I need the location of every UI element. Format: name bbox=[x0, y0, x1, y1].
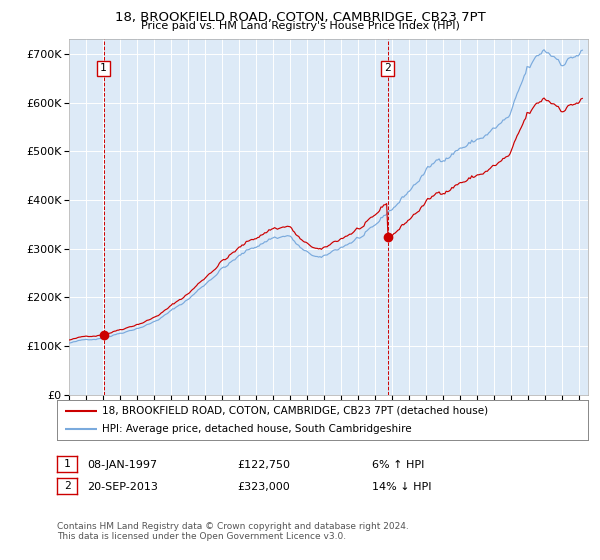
Text: 1: 1 bbox=[64, 459, 71, 469]
HPI: Average price, detached house, South Cambridgeshire: (2.01e+03, 3.26e+05): Average price, detached house, South Cam… bbox=[283, 233, 290, 240]
18, BROOKFIELD ROAD, COTON, CAMBRIDGE, CB23 7PT (detached house) bbox=[65, 337, 73, 343]
HPI: Average price, detached house, South Cambridgeshire: (2.02e+03, 5.05e+05): Average price, detached house, South Cam… bbox=[455, 146, 463, 152]
HPI: Average price, detached house, South Cambridgeshire: (2e+03, 1.25e+05): Average price, detached house, South Cam… bbox=[115, 330, 122, 337]
Line: 18, BROOKFIELD ROAD, COTON, CAMBRIDGE, CB23 7PT (detached house): 18, BROOKFIELD ROAD, COTON, CAMBRIDGE, C… bbox=[69, 98, 583, 340]
18, BROOKFIELD ROAD, COTON, CAMBRIDGE, CB23 7PT (detached house) bbox=[115, 327, 122, 334]
Text: 08-JAN-1997: 08-JAN-1997 bbox=[87, 460, 157, 470]
Text: 1: 1 bbox=[100, 63, 107, 73]
Text: Price paid vs. HM Land Registry's House Price Index (HPI): Price paid vs. HM Land Registry's House … bbox=[140, 21, 460, 31]
18, BROOKFIELD ROAD, COTON, CAMBRIDGE, CB23 7PT (detached house) bbox=[455, 180, 463, 186]
18, BROOKFIELD ROAD, COTON, CAMBRIDGE, CB23 7PT (detached house) bbox=[579, 95, 586, 102]
Text: 2: 2 bbox=[64, 481, 71, 491]
18, BROOKFIELD ROAD, COTON, CAMBRIDGE, CB23 7PT (detached house) bbox=[541, 95, 548, 101]
HPI: Average price, detached house, South Cambridgeshire: (2e+03, 1.13e+05): Average price, detached house, South Cam… bbox=[92, 336, 100, 343]
HPI: Average price, detached house, South Cambridgeshire: (2.03e+03, 7.07e+05): Average price, detached house, South Cam… bbox=[579, 47, 586, 54]
Text: £122,750: £122,750 bbox=[237, 460, 290, 470]
Line: HPI: Average price, detached house, South Cambridgeshire: HPI: Average price, detached house, Sout… bbox=[69, 50, 583, 343]
18, BROOKFIELD ROAD, COTON, CAMBRIDGE, CB23 7PT (detached house) bbox=[180, 294, 187, 301]
Text: 6% ↑ HPI: 6% ↑ HPI bbox=[372, 460, 424, 470]
18, BROOKFIELD ROAD, COTON, CAMBRIDGE, CB23 7PT (detached house) bbox=[283, 223, 290, 230]
18, BROOKFIELD ROAD, COTON, CAMBRIDGE, CB23 7PT (detached house) bbox=[190, 285, 197, 292]
HPI: Average price, detached house, South Cambridgeshire: (2e+03, 2.06e+05): Average price, detached house, South Cam… bbox=[190, 291, 197, 298]
Text: 18, BROOKFIELD ROAD, COTON, CAMBRIDGE, CB23 7PT: 18, BROOKFIELD ROAD, COTON, CAMBRIDGE, C… bbox=[115, 11, 485, 24]
Text: 20-SEP-2013: 20-SEP-2013 bbox=[87, 482, 158, 492]
Text: 14% ↓ HPI: 14% ↓ HPI bbox=[372, 482, 431, 492]
Text: HPI: Average price, detached house, South Cambridgeshire: HPI: Average price, detached house, Sout… bbox=[102, 424, 412, 434]
HPI: Average price, detached house, South Cambridgeshire: (2.02e+03, 7.08e+05): Average price, detached house, South Cam… bbox=[541, 46, 548, 53]
HPI: Average price, detached house, South Cambridgeshire: (2e+03, 1.89e+05): Average price, detached house, South Cam… bbox=[180, 300, 187, 306]
Text: £323,000: £323,000 bbox=[237, 482, 290, 492]
HPI: Average price, detached house, South Cambridgeshire: (2e+03, 1.06e+05): Average price, detached house, South Cam… bbox=[65, 340, 73, 347]
Text: Contains HM Land Registry data © Crown copyright and database right 2024.
This d: Contains HM Land Registry data © Crown c… bbox=[57, 522, 409, 542]
18, BROOKFIELD ROAD, COTON, CAMBRIDGE, CB23 7PT (detached house) bbox=[92, 333, 100, 340]
Text: 18, BROOKFIELD ROAD, COTON, CAMBRIDGE, CB23 7PT (detached house): 18, BROOKFIELD ROAD, COTON, CAMBRIDGE, C… bbox=[102, 406, 488, 416]
Text: 2: 2 bbox=[384, 63, 391, 73]
